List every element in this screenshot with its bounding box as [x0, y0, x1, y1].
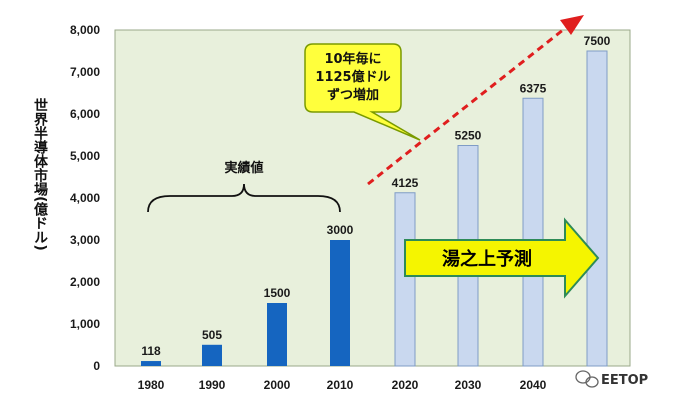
- bar-forecast: [586, 50, 608, 367]
- y-tick-label: 2,000: [70, 275, 100, 289]
- x-tick-label: 2030: [455, 378, 482, 392]
- data-label: 5250: [455, 129, 482, 143]
- callout-line-2: 1125億ドル: [315, 69, 390, 85]
- y-tick-label: 4,000: [70, 191, 100, 205]
- watermark-text: EETOP: [601, 373, 648, 388]
- x-axis: 1980 1990 2000 2010 2020 2030 2040: [138, 378, 547, 392]
- callout-line-3: ずつ増加: [327, 87, 379, 103]
- y-tick-label: 5,000: [70, 149, 100, 163]
- x-tick-label: 1990: [199, 378, 226, 392]
- bar-actual: [202, 344, 222, 366]
- bar-forecast: [522, 97, 544, 367]
- data-label: 1500: [264, 286, 291, 300]
- callout-line-1: 10年毎に: [324, 51, 381, 67]
- growth-callout: 10年毎に 1125億ドル ずつ増加: [304, 43, 421, 141]
- trend-arrow: [367, 15, 584, 186]
- actual-bracket: 実績値: [147, 160, 341, 213]
- data-label: 7500: [584, 34, 611, 48]
- data-label: 4125: [392, 176, 419, 190]
- bar-forecast: [394, 192, 416, 367]
- bar-actual: [141, 361, 161, 366]
- forecast-arrow: 湯之上予測: [404, 217, 600, 299]
- x-tick-label: 2000: [264, 378, 291, 392]
- x-tick-label: 2010: [327, 378, 354, 392]
- x-tick-label: 2020: [392, 378, 419, 392]
- wechat-icon: [575, 370, 599, 388]
- x-tick-label: 2040: [520, 378, 547, 392]
- x-tick-label: 1980: [138, 378, 165, 392]
- bracket-label: 実績値: [224, 160, 263, 176]
- y-axis-label: 世界半導体市場(億ドル): [32, 97, 48, 250]
- y-tick-label: 7,000: [70, 65, 100, 79]
- bar-actual: [267, 303, 287, 366]
- bar-actual: [330, 240, 350, 366]
- y-tick-label: 0: [93, 359, 100, 373]
- data-label: 118: [141, 344, 161, 358]
- y-tick-label: 1,000: [70, 317, 100, 331]
- y-tick-label: 3,000: [70, 233, 100, 247]
- data-label: 6375: [520, 81, 547, 95]
- svg-text:世界半導体市場(億ドル): 世界半導体市場(億ドル): [32, 97, 48, 250]
- forecast-arrow-label: 湯之上予測: [442, 248, 532, 270]
- watermark: EETOP: [575, 370, 648, 388]
- data-label: 3000: [327, 223, 354, 237]
- y-tick-label: 6,000: [70, 107, 100, 121]
- y-axis: 0 1,000 2,000 3,000 4,000 5,000 6,000 7,000 8,00…: [70, 23, 100, 373]
- y-tick-label: 8,000: [70, 23, 100, 37]
- data-label: 505: [202, 328, 222, 342]
